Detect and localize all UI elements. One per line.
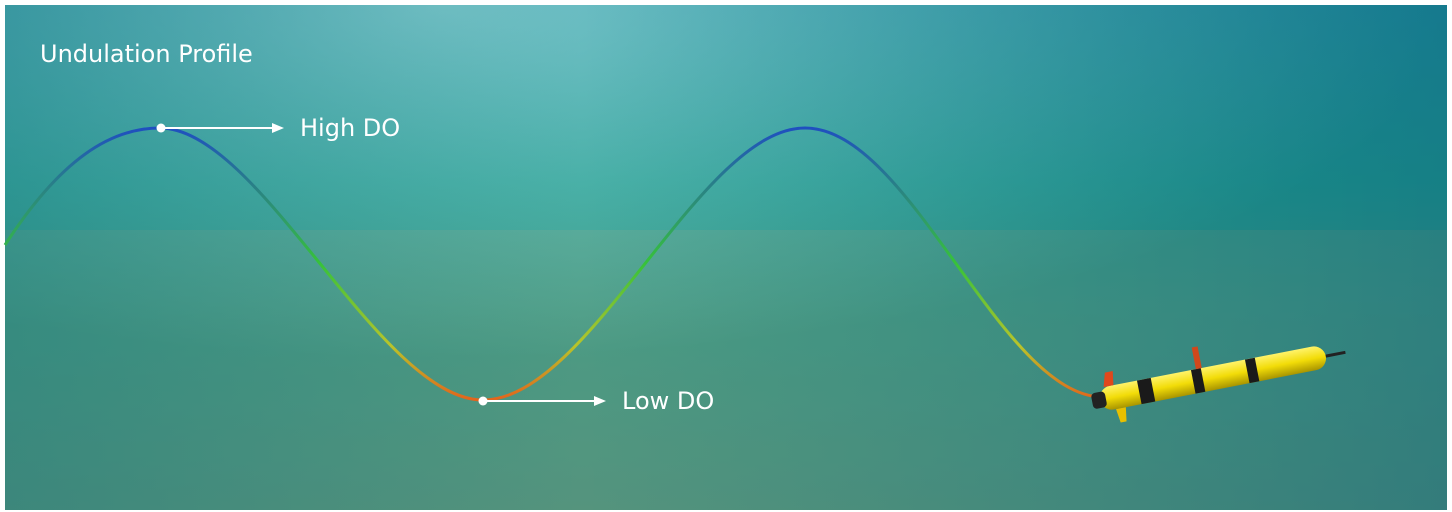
low-label: Low DO: [622, 387, 714, 415]
vignette: [5, 5, 1447, 510]
page: Undulation Profile High DO Low DO (() =>…: [0, 0, 1452, 512]
high-label: High DO: [300, 114, 400, 142]
title: Undulation Profile: [40, 40, 253, 68]
diagram: Undulation Profile High DO Low DO: [0, 0, 1452, 512]
